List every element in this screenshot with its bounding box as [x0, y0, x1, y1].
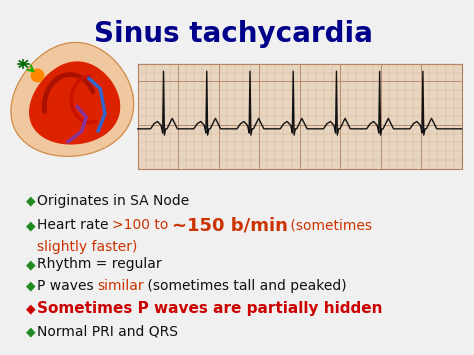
Text: P waves: P waves	[37, 279, 98, 293]
Text: Originates in SA Node: Originates in SA Node	[37, 193, 190, 208]
Text: ◆: ◆	[26, 302, 35, 315]
Text: ◆: ◆	[26, 326, 35, 338]
Polygon shape	[30, 62, 119, 144]
Text: (sometimes tall and peaked): (sometimes tall and peaked)	[143, 279, 347, 293]
Text: ◆: ◆	[26, 279, 35, 292]
Polygon shape	[11, 43, 134, 156]
FancyBboxPatch shape	[137, 64, 462, 169]
Text: ~150 b/min: ~150 b/min	[172, 217, 288, 234]
Text: ◆: ◆	[26, 258, 35, 271]
Text: ◆: ◆	[26, 219, 35, 232]
Text: >100 to: >100 to	[112, 218, 173, 233]
Text: ◆: ◆	[26, 194, 35, 207]
Text: similar: similar	[97, 279, 144, 293]
Text: Rhythm = regular: Rhythm = regular	[37, 257, 162, 272]
Text: Heart rate: Heart rate	[37, 218, 113, 233]
Text: Normal PRI and QRS: Normal PRI and QRS	[37, 325, 178, 339]
Text: (sometimes: (sometimes	[286, 218, 372, 233]
Text: Sometimes P waves are partially hidden: Sometimes P waves are partially hidden	[37, 301, 383, 316]
Text: slightly faster): slightly faster)	[37, 240, 137, 254]
Text: Sinus tachycardia: Sinus tachycardia	[94, 20, 373, 48]
